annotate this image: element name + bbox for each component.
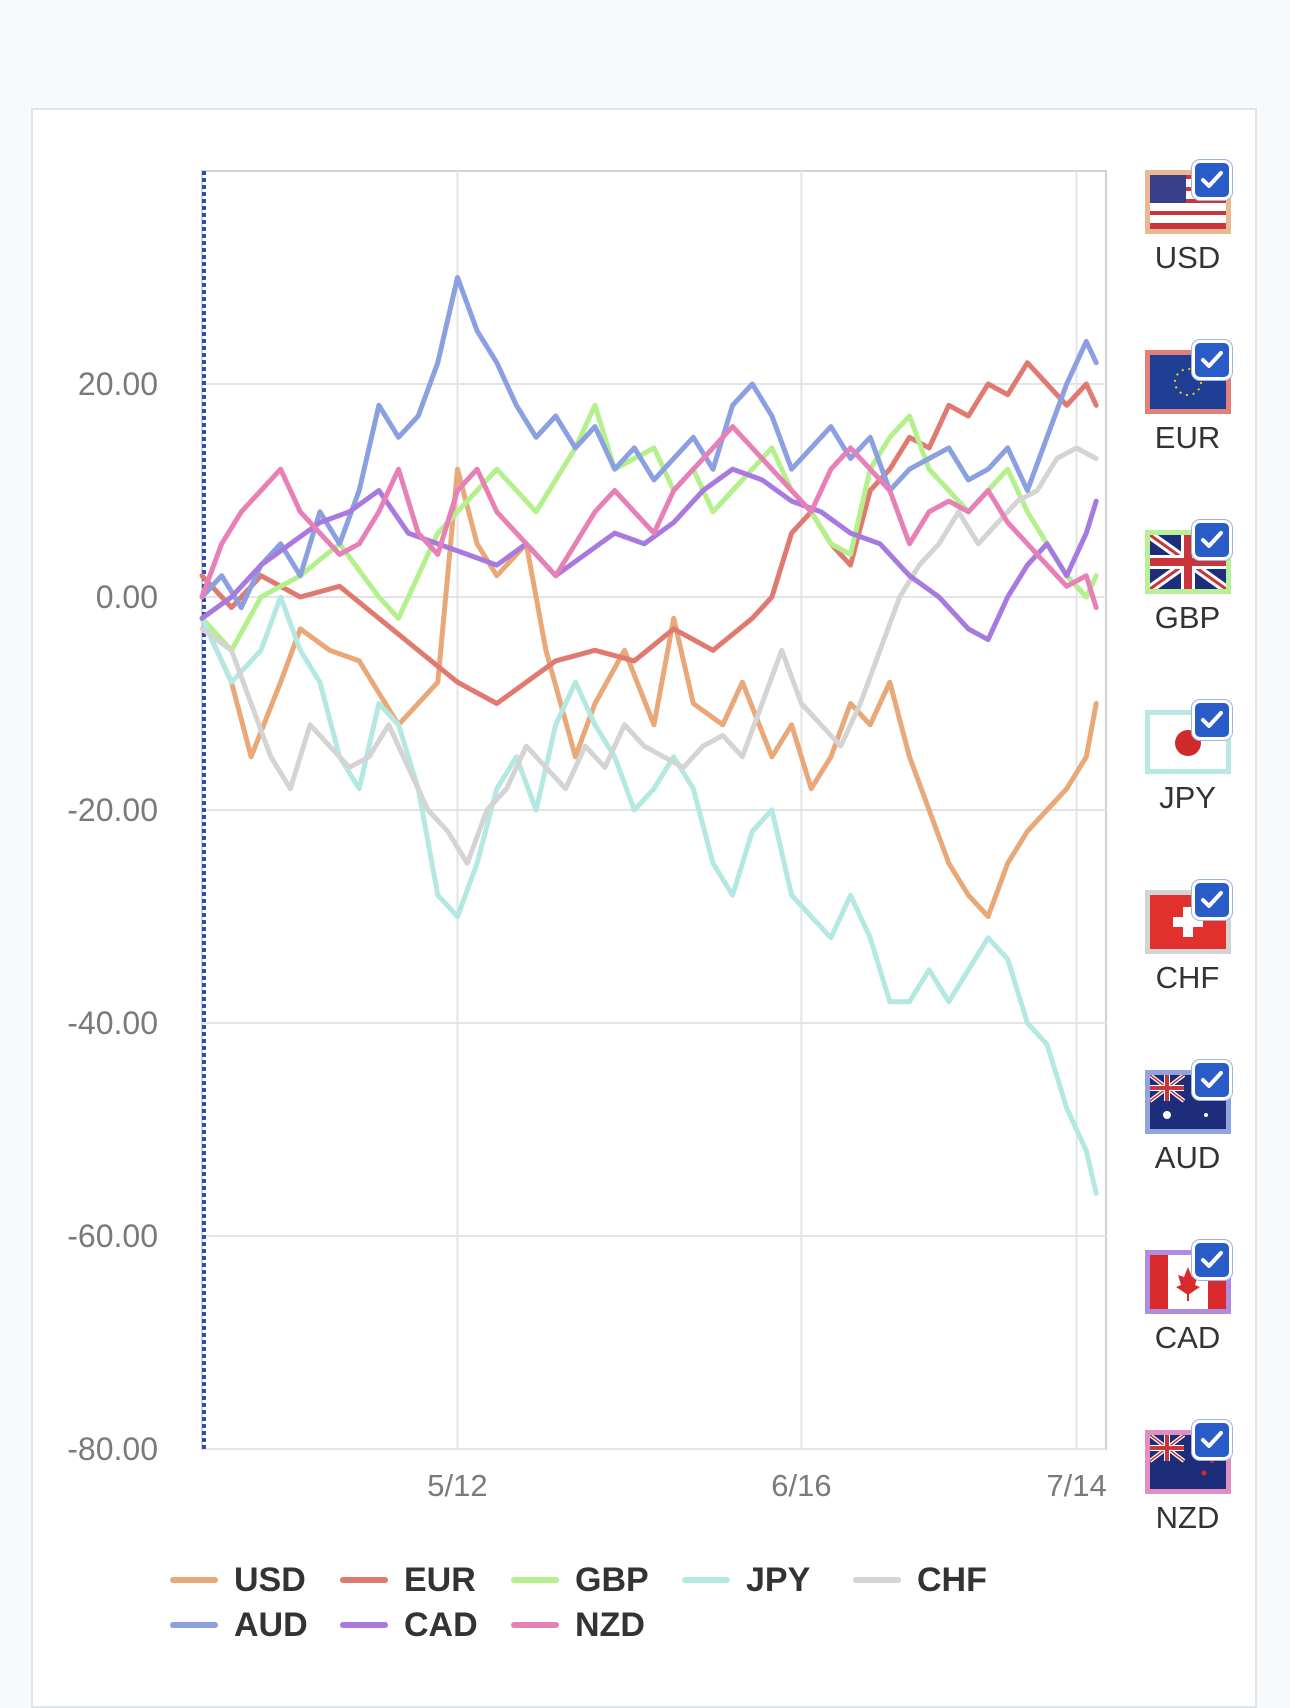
checkbox-checked-icon[interactable] bbox=[1192, 520, 1232, 560]
legend-label: EUR bbox=[404, 1560, 476, 1599]
legend-label: USD bbox=[234, 1560, 306, 1599]
legend-item-usd[interactable]: USD bbox=[170, 1560, 306, 1600]
series-line-aud bbox=[199, 275, 1099, 611]
currency-toggle-aud[interactable]: AUD bbox=[1140, 1060, 1240, 1210]
y-tick-label: -60.00 bbox=[67, 1218, 158, 1254]
currency-toggle-cad[interactable]: CAD bbox=[1140, 1240, 1240, 1390]
legend-label: CAD bbox=[404, 1605, 478, 1644]
legend-label: CHF bbox=[917, 1560, 987, 1599]
checkbox-checked-icon[interactable] bbox=[1192, 1060, 1232, 1100]
checkbox-checked-icon[interactable] bbox=[1192, 1240, 1232, 1280]
currency-label: CAD bbox=[1154, 1320, 1221, 1355]
currency-label: JPY bbox=[1159, 780, 1216, 815]
chart-panel bbox=[31, 108, 1257, 1708]
y-tick-label: 0.00 bbox=[96, 579, 158, 615]
legend-swatch bbox=[170, 1577, 218, 1583]
series-line-eur bbox=[199, 360, 1099, 706]
y-tick-label: -40.00 bbox=[67, 1005, 158, 1041]
y-tick-label: -20.00 bbox=[67, 792, 158, 828]
legend-label: NZD bbox=[575, 1605, 645, 1644]
legend-label: AUD bbox=[234, 1605, 308, 1644]
checkbox-checked-icon[interactable] bbox=[1192, 340, 1232, 380]
flag-aud-icon bbox=[1145, 1070, 1231, 1134]
checkbox-checked-icon[interactable] bbox=[1192, 880, 1232, 920]
x-tick-label: 7/14 bbox=[1046, 1468, 1106, 1503]
currency-toggle-gbp[interactable]: GBP bbox=[1140, 520, 1240, 670]
currency-toggle-eur[interactable]: EUR bbox=[1140, 340, 1240, 490]
legend-label: GBP bbox=[575, 1560, 649, 1599]
legend-item-chf[interactable]: CHF bbox=[853, 1560, 987, 1600]
x-tick-label: 6/16 bbox=[771, 1468, 831, 1503]
legend-swatch bbox=[682, 1577, 730, 1583]
legend-swatch bbox=[511, 1622, 559, 1628]
legend-swatch bbox=[511, 1577, 559, 1583]
series-line-jpy bbox=[199, 594, 1099, 1196]
checkbox-checked-icon[interactable] bbox=[1192, 160, 1232, 200]
series-line-usd bbox=[199, 466, 1099, 919]
legend-item-jpy[interactable]: JPY bbox=[682, 1560, 810, 1600]
y-tick-label: -80.00 bbox=[67, 1431, 158, 1467]
currency-toggle-usd[interactable]: USD bbox=[1140, 160, 1240, 310]
legend-item-nzd[interactable]: NZD bbox=[511, 1605, 645, 1645]
legend-item-cad[interactable]: CAD bbox=[340, 1605, 478, 1645]
legend-item-gbp[interactable]: GBP bbox=[511, 1560, 649, 1600]
currency-label: AUD bbox=[1154, 1140, 1221, 1175]
series-line-cad bbox=[199, 466, 1099, 643]
legend-swatch bbox=[170, 1622, 218, 1628]
legend-swatch bbox=[340, 1622, 388, 1628]
currency-label: USD bbox=[1154, 240, 1221, 275]
checkbox-checked-icon[interactable] bbox=[1192, 700, 1232, 740]
currency-toggle-nzd[interactable]: NZD bbox=[1140, 1420, 1240, 1570]
legend-item-aud[interactable]: AUD bbox=[170, 1605, 308, 1645]
y-tick-label: 20.00 bbox=[78, 366, 158, 402]
x-tick-label: 5/12 bbox=[427, 1468, 487, 1503]
currency-toggle-chf[interactable]: CHF bbox=[1140, 880, 1240, 1030]
currency-label: GBP bbox=[1154, 600, 1221, 635]
series-line-nzd bbox=[199, 424, 1099, 611]
currency-toggle-jpy[interactable]: JPY bbox=[1140, 700, 1240, 850]
legend-item-eur[interactable]: EUR bbox=[340, 1560, 476, 1600]
legend-label: JPY bbox=[746, 1560, 811, 1599]
series-line-chf bbox=[199, 445, 1099, 866]
flag-chf-icon bbox=[1145, 890, 1231, 954]
currency-label: CHF bbox=[1155, 960, 1220, 995]
checkbox-checked-icon[interactable] bbox=[1192, 1420, 1232, 1460]
currency-label: NZD bbox=[1155, 1500, 1220, 1535]
legend-swatch bbox=[340, 1577, 388, 1583]
currency-label: EUR bbox=[1154, 420, 1221, 455]
legend-swatch bbox=[853, 1577, 901, 1583]
flag-eur-icon bbox=[1145, 350, 1231, 414]
